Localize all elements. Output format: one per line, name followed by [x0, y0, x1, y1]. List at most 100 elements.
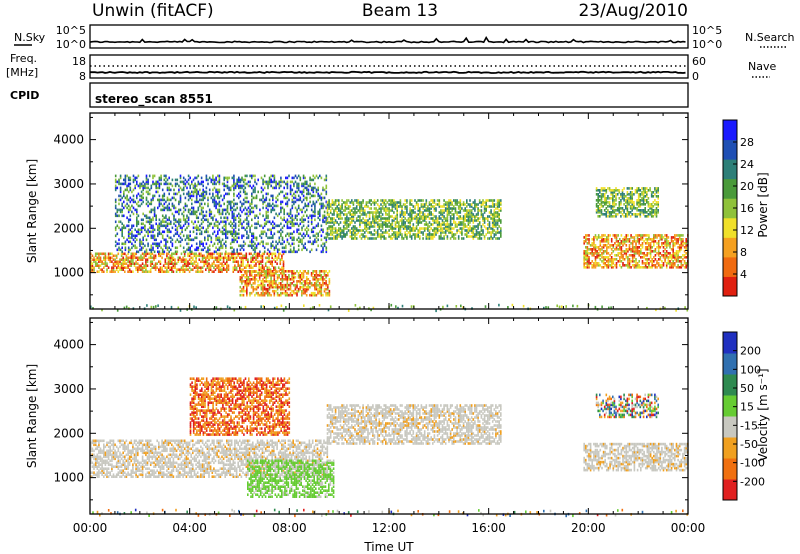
data-cell — [320, 202, 323, 206]
data-cell — [368, 211, 371, 214]
data-cell — [333, 227, 335, 230]
data-cell — [404, 211, 406, 214]
data-cell — [270, 244, 272, 248]
data-cell — [234, 218, 237, 222]
data-cell — [678, 234, 681, 237]
data-cell — [191, 250, 193, 254]
data-cell — [453, 213, 455, 216]
data-cell — [210, 178, 213, 182]
data-cell — [168, 250, 170, 254]
data-cell — [156, 262, 158, 265]
data-cell — [158, 224, 161, 228]
data-cell — [422, 237, 424, 240]
data-cell — [346, 231, 348, 234]
data-cell — [628, 238, 631, 241]
data-cell — [248, 264, 251, 267]
data-cell — [281, 250, 284, 254]
data-cell — [268, 258, 270, 261]
data-cell — [186, 214, 188, 218]
data-cell — [583, 260, 585, 263]
data-cell — [279, 268, 282, 271]
data-cell — [270, 285, 272, 289]
data-cell — [286, 182, 289, 186]
data-cell — [669, 262, 671, 265]
data-cell — [302, 280, 305, 283]
data-cell — [433, 207, 436, 210]
data-cell — [179, 258, 181, 261]
data-cell — [444, 219, 447, 222]
data-cell — [224, 256, 226, 260]
data-cell — [275, 289, 277, 293]
data-cell — [622, 254, 624, 257]
data-cell — [183, 254, 186, 258]
data-cell — [438, 199, 441, 202]
data-cell — [140, 264, 142, 267]
data-cell — [136, 208, 138, 212]
data-cell — [240, 270, 243, 273]
data-cell — [200, 210, 203, 214]
data-cell — [453, 217, 455, 220]
data-cell — [268, 254, 270, 258]
data-cell — [389, 237, 392, 240]
data-cell — [367, 211, 369, 214]
data-cell — [373, 221, 376, 224]
data-cell — [419, 229, 421, 232]
data-cell — [648, 262, 650, 265]
data-cell — [250, 291, 253, 295]
data-cell — [178, 190, 180, 194]
data-cell — [301, 208, 303, 212]
data-cell — [661, 266, 663, 269]
data-cell — [182, 270, 184, 273]
data-cell — [496, 211, 499, 214]
data-cell — [136, 250, 138, 254]
data-cell — [381, 233, 384, 236]
data-cell — [114, 188, 117, 192]
data-cell — [640, 236, 642, 239]
data-cell — [171, 270, 173, 273]
data-cell — [275, 282, 277, 285]
data-cell — [336, 215, 338, 218]
data-cell — [331, 203, 334, 206]
data-cell — [334, 237, 337, 240]
data-cell — [121, 196, 123, 200]
data-cell — [346, 219, 348, 222]
data-cell — [271, 256, 273, 260]
data-cell — [401, 207, 403, 210]
data-cell — [474, 219, 476, 222]
data-cell — [661, 236, 663, 239]
data-cell — [192, 230, 195, 234]
data-cell — [147, 190, 149, 194]
data-cell — [132, 256, 134, 260]
data-cell — [187, 238, 190, 242]
data-cell — [588, 258, 590, 261]
data-cell — [192, 238, 195, 242]
data-cell — [186, 242, 188, 246]
data-cell — [198, 266, 201, 269]
data-cell — [615, 246, 618, 249]
data-cell — [594, 234, 597, 237]
data-cell — [315, 236, 318, 240]
data-cell — [136, 194, 138, 198]
data-cell — [142, 184, 144, 188]
data-cell — [126, 224, 128, 228]
data-cell — [161, 198, 164, 202]
data-cell — [669, 260, 671, 263]
data-cell — [297, 276, 300, 279]
data-cell — [112, 258, 115, 261]
data-cell — [228, 230, 230, 234]
data-cell — [385, 205, 387, 208]
data-cell — [649, 266, 652, 269]
data-cell — [299, 240, 302, 244]
data-cell — [136, 246, 138, 250]
data-cell — [171, 238, 174, 242]
data-cell — [414, 217, 416, 220]
data-cell — [213, 252, 215, 256]
data-cell — [127, 230, 130, 234]
data-cell — [301, 248, 303, 252]
data-cell — [288, 278, 290, 281]
data-cell — [163, 174, 166, 178]
data-cell — [302, 270, 305, 273]
data-cell — [478, 221, 481, 224]
data-cell — [466, 201, 468, 204]
data-cell — [430, 237, 432, 240]
